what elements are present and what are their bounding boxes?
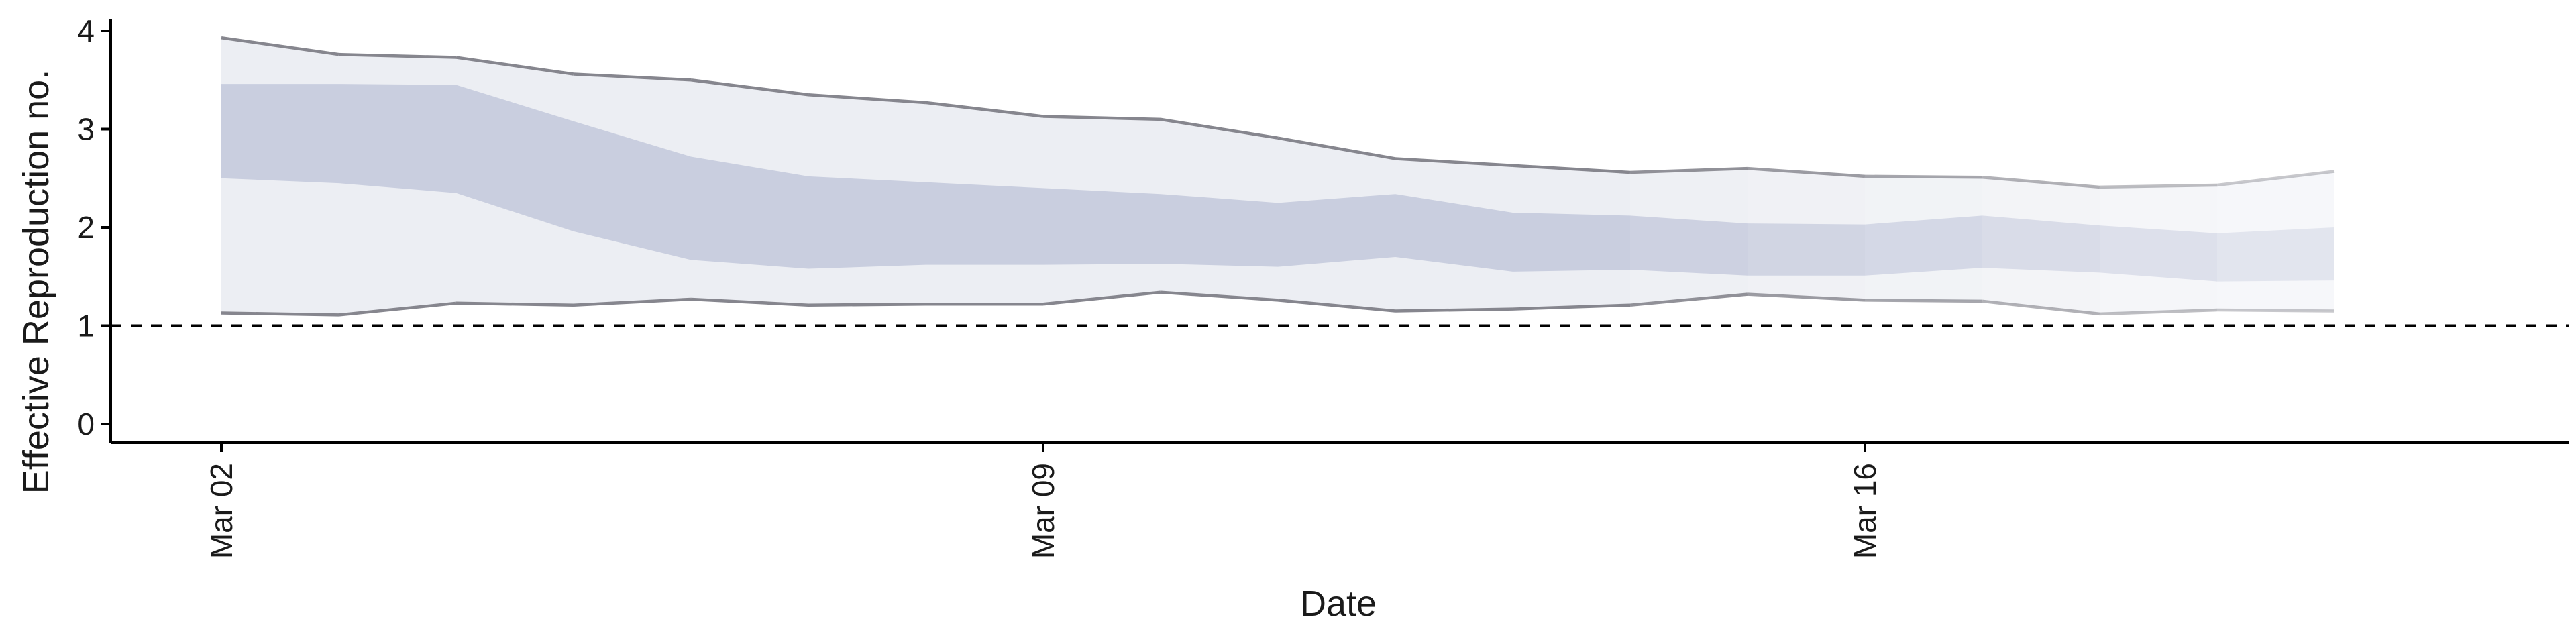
outer-upper-edge-segment <box>573 72 692 82</box>
inner-interval-segment <box>1748 223 1865 276</box>
outer-lower-edge-segment <box>221 311 339 317</box>
inner-interval-segment <box>1161 194 1278 267</box>
inner-interval-segment <box>1630 215 1748 276</box>
outer-upper-edge-segment <box>455 56 574 76</box>
inner-interval-segment <box>221 84 339 184</box>
outer-lower-edge-segment <box>1512 303 1631 311</box>
outer-lower-edge-segment <box>1747 292 1866 302</box>
y-tick-label: 0 <box>77 407 95 441</box>
outer-interval-segment <box>2217 171 2334 311</box>
interval-bands <box>221 38 2334 315</box>
outer-upper-edge-segment <box>1042 115 1161 121</box>
inner-interval-segment <box>926 182 1043 265</box>
y-axis: 0 1 2 3 4 <box>77 13 112 443</box>
inner-interval-segment <box>2100 225 2217 282</box>
y-tick-label: 1 <box>77 309 95 343</box>
outer-lower-edge-segment <box>1982 299 2100 316</box>
x-tick-label: Mar 09 <box>1026 463 1061 559</box>
outer-lower-edge-segment <box>455 301 574 307</box>
outer-upper-edge-segment <box>1864 174 1983 179</box>
outer-upper-edge-segment <box>1277 136 1396 160</box>
y-tick-label: 4 <box>77 13 95 48</box>
outer-lower-edge-segment <box>573 297 692 307</box>
outer-upper-edge-segment <box>2099 183 2218 189</box>
outer-lower-edge-segment <box>808 303 926 307</box>
outer-upper-edge-segment <box>1395 157 1513 167</box>
inner-interval-segment <box>1513 213 1630 272</box>
outer-lower-edge-segment <box>1629 292 1748 307</box>
outer-lower-edge-segment <box>2099 308 2218 316</box>
inner-interval-segment <box>691 156 808 269</box>
x-tick-label: Mar 02 <box>204 463 239 559</box>
outer-interval-edges <box>221 36 2335 317</box>
outer-upper-edge-segment <box>1747 166 1866 178</box>
outer-upper-edge-segment <box>1982 176 2100 189</box>
inner-interval-segment <box>456 85 574 231</box>
inner-interval-segment <box>808 176 926 269</box>
outer-upper-edge-segment <box>808 93 926 105</box>
outer-upper-edge-segment <box>925 101 1044 118</box>
outer-lower-edge-segment <box>2216 308 2335 313</box>
inner-interval-segment <box>2217 227 2334 282</box>
inner-interval-segment <box>1982 215 2100 273</box>
y-axis-title: Effective Reproduction no. <box>16 70 56 494</box>
outer-upper-edge-segment <box>1629 166 1748 174</box>
inner-interval-segment <box>1865 215 1982 276</box>
inner-interval-segment <box>1043 188 1161 265</box>
inner-interval-segment <box>1395 194 1513 272</box>
outer-upper-edge-segment <box>1512 164 1631 174</box>
outer-upper-edge-segment <box>1160 117 1279 140</box>
outer-lower-edge-segment <box>1042 290 1161 306</box>
x-tick-label: Mar 16 <box>1847 463 1882 559</box>
x-axis: Mar 02 Mar 09 Mar 16 <box>111 441 2569 559</box>
outer-lower-edge-segment <box>1160 290 1279 302</box>
y-tick-label: 2 <box>77 210 95 245</box>
outer-upper-edge-segment <box>338 52 457 59</box>
outer-lower-edge-segment <box>1277 299 1396 313</box>
inner-interval-segment <box>339 84 456 193</box>
outer-upper-edge-segment <box>2216 170 2335 187</box>
outer-upper-edge-segment <box>221 36 339 56</box>
outer-lower-edge-segment <box>1864 299 1983 303</box>
inner-interval-segment <box>1278 194 1395 267</box>
outer-lower-edge-segment <box>1395 307 1513 313</box>
outer-lower-edge-segment <box>690 297 809 307</box>
x-axis-title: Date <box>1300 584 1377 624</box>
outer-lower-edge-segment <box>338 301 457 317</box>
inner-interval-segment <box>574 121 691 260</box>
outer-upper-edge-segment <box>690 78 809 97</box>
y-tick-label: 3 <box>77 112 95 147</box>
